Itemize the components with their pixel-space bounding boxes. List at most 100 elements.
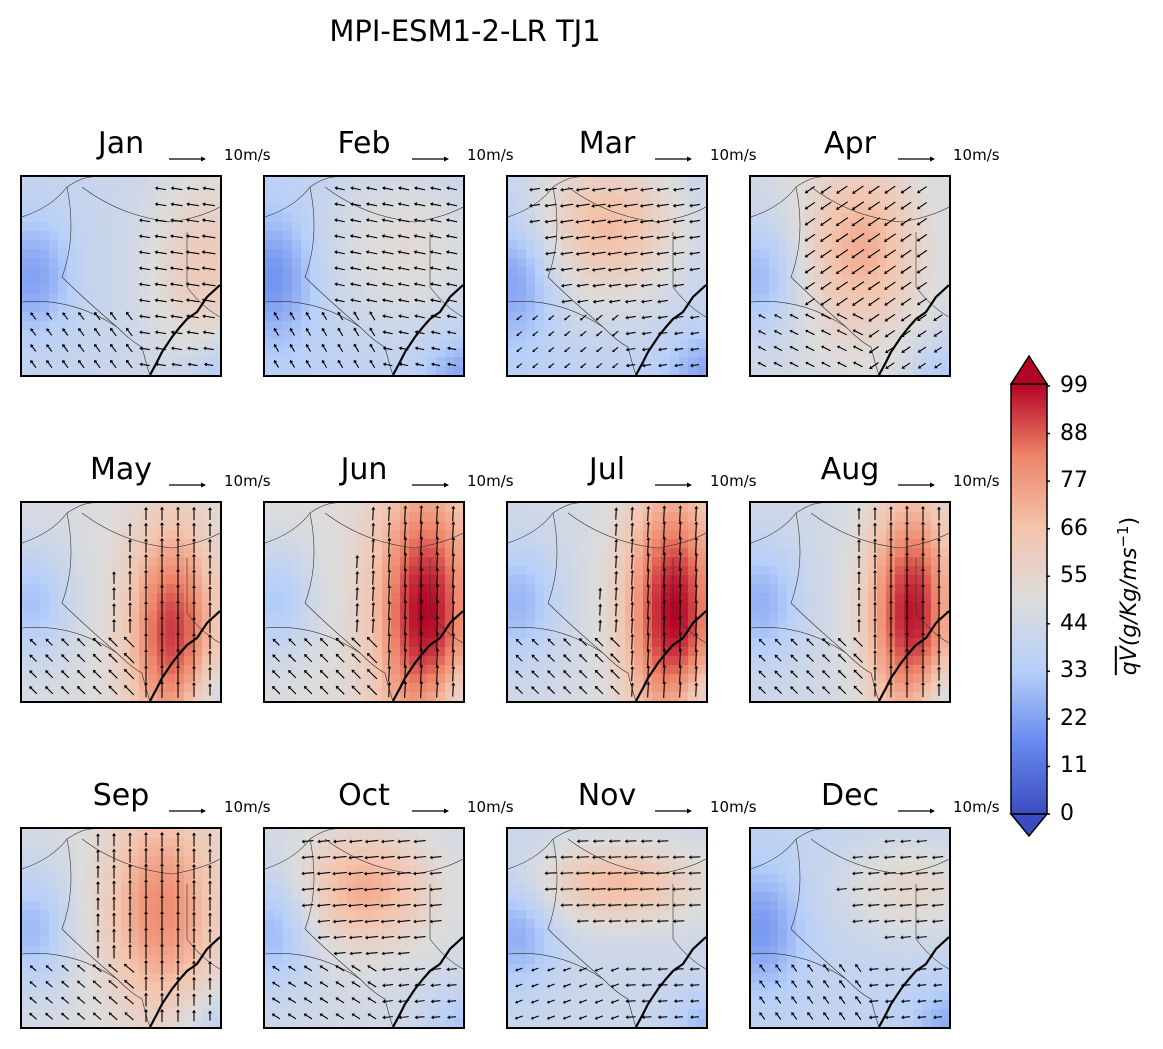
heat-cell [67, 366, 77, 375]
wind-vector [694, 648, 699, 667]
heat-cell [688, 557, 698, 567]
heat-cell [544, 258, 554, 268]
heat-cell [373, 674, 383, 684]
heat-cell [274, 231, 284, 241]
wind-vector [852, 297, 864, 306]
heat-cell [166, 602, 176, 612]
heat-cell [328, 195, 338, 205]
wind-vector [804, 233, 816, 242]
heat-cell [778, 584, 788, 594]
heat-cell [301, 303, 311, 313]
heat-cell [760, 539, 770, 549]
wind-vector [110, 311, 117, 321]
heat-cell [661, 692, 671, 701]
heat-cell [445, 267, 455, 277]
heat-cell [769, 222, 779, 232]
heat-cell [373, 330, 383, 340]
heat-cell [283, 267, 293, 277]
heat-cell [67, 276, 77, 286]
heat-cell [265, 584, 275, 594]
heat-cell [760, 195, 770, 205]
heat-cell [760, 530, 770, 540]
heat-cell [67, 503, 77, 513]
heat-cell [148, 249, 158, 259]
wind-vector [662, 681, 667, 698]
wind-vector [758, 638, 766, 646]
heat-cell [571, 692, 581, 701]
heat-cell [49, 294, 59, 304]
heat-cell [553, 321, 563, 331]
heat-cell [850, 312, 860, 322]
heat-cell [292, 503, 302, 513]
heat-cell [274, 186, 284, 196]
heat-cell [211, 204, 220, 214]
wind-vector [349, 234, 362, 239]
wind-vector [515, 670, 523, 678]
wind-vector [170, 298, 183, 303]
heat-cell [355, 548, 365, 558]
heat-cell [625, 303, 635, 313]
heat-cell [418, 258, 428, 268]
heat-cell [859, 267, 869, 277]
heat-cell [49, 186, 59, 196]
heat-cell [850, 366, 860, 375]
heat-cell [112, 339, 122, 349]
heat-cell [580, 665, 590, 675]
heat-cell [589, 195, 599, 205]
heat-cell [49, 584, 59, 594]
wind-vector [398, 346, 409, 351]
heat-cell [544, 620, 554, 630]
heat-cell [454, 647, 463, 657]
wind-vector [160, 664, 164, 683]
heat-cell [274, 548, 284, 558]
heat-cell [670, 240, 680, 250]
wind-vector [774, 686, 782, 694]
heat-cell [760, 240, 770, 250]
heat-cell [625, 357, 635, 367]
wind-vector [630, 538, 635, 553]
heat-cell [922, 665, 932, 675]
heat-cell [679, 258, 689, 268]
heat-cell [319, 674, 329, 684]
heat-cell [859, 303, 869, 313]
heat-cell [193, 213, 203, 223]
heat-cell [337, 512, 347, 522]
wind-vector [144, 665, 148, 682]
heat-cell [265, 566, 275, 576]
heat-cell [562, 674, 572, 684]
heat-cell [274, 321, 284, 331]
heat-cell [202, 521, 212, 531]
heat-cell [535, 222, 545, 232]
heat-cell [22, 593, 32, 603]
heat-cell [103, 285, 113, 295]
heat-cell [751, 249, 761, 259]
heat-cell [625, 177, 635, 187]
heat-cell [373, 366, 383, 375]
heat-cell [112, 222, 122, 232]
heat-cell [580, 683, 590, 693]
heat-cell [625, 620, 635, 630]
panel-jul: Jul 10m/s [506, 453, 757, 703]
wind-vector [154, 186, 167, 191]
heat-cell [58, 276, 68, 286]
heat-cell [868, 339, 878, 349]
wind-vector [820, 217, 832, 226]
heat-cell [616, 303, 626, 313]
wind-vector [640, 187, 654, 192]
heat-cell [40, 692, 50, 701]
wind-vector [564, 314, 571, 321]
heat-cell [670, 512, 680, 522]
heat-cell [211, 593, 220, 603]
wind-vector [112, 619, 116, 632]
heat-cell [94, 611, 104, 621]
heat-cell [400, 647, 410, 657]
heat-cell [85, 829, 95, 839]
heat-cell [571, 294, 581, 304]
heat-cell [625, 267, 635, 277]
heat-cell [283, 638, 293, 648]
heat-cell [517, 240, 527, 250]
heat-cell [544, 593, 554, 603]
wind-vector [674, 347, 684, 352]
heat-cell [841, 303, 851, 313]
heat-cell [427, 602, 437, 612]
